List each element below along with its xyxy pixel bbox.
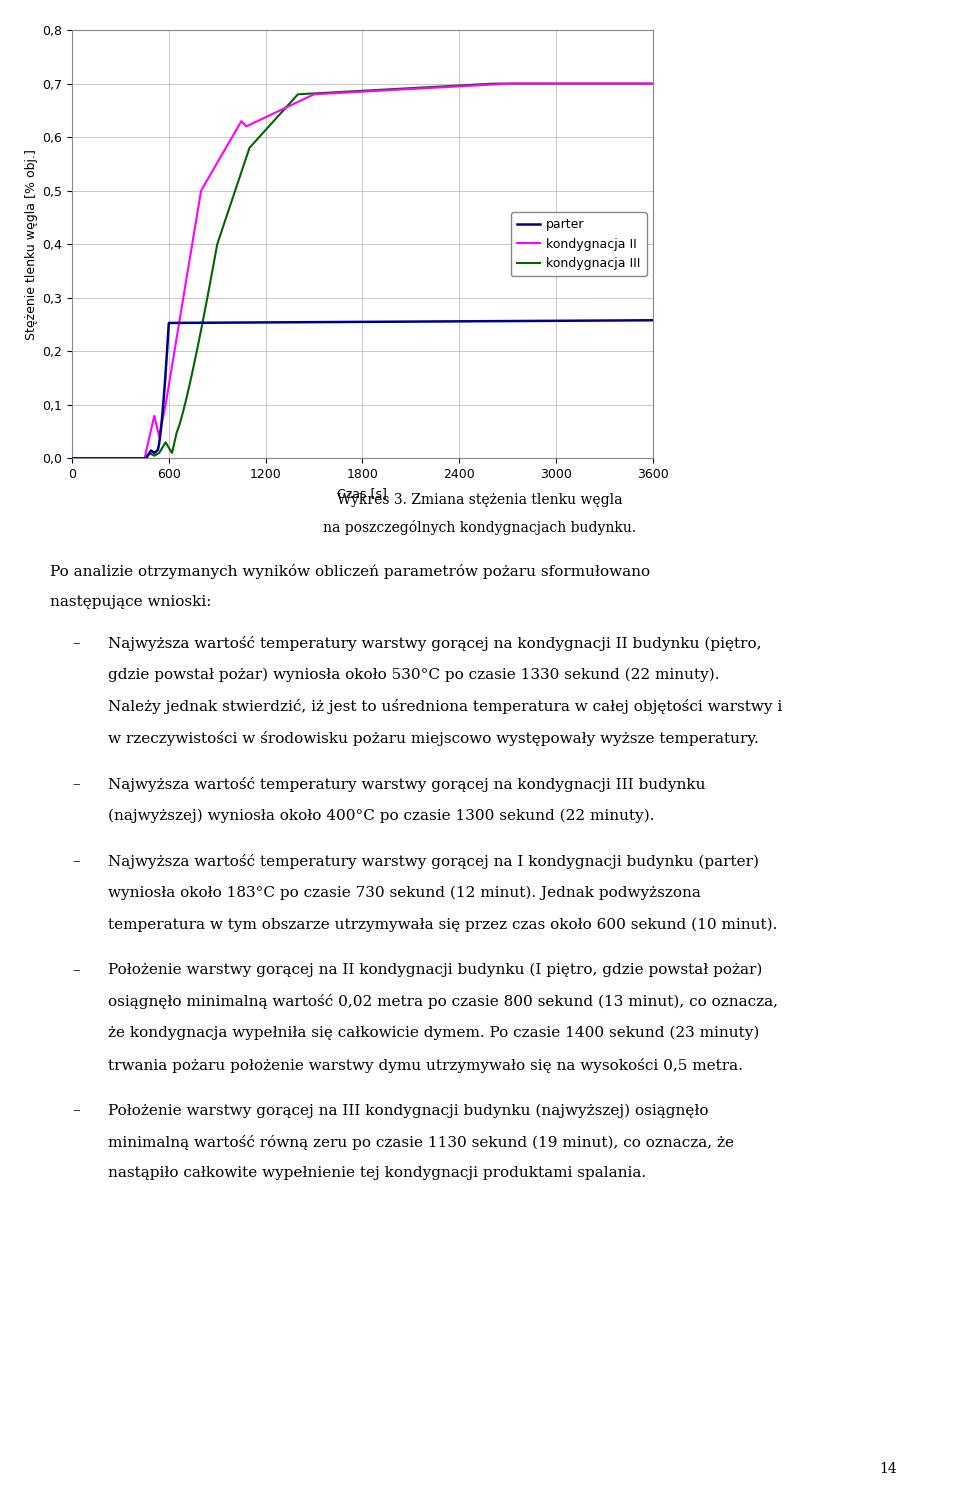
Text: –: –: [72, 636, 80, 651]
Text: osiągnęło minimalną wartość 0,02 metra po czasie 800 sekund (13 minut), co oznac: osiągnęło minimalną wartość 0,02 metra p…: [108, 995, 779, 1010]
Text: Najwyższa wartość temperatury warstwy gorącej na I kondygnacji budynku (parter): Najwyższa wartość temperatury warstwy go…: [108, 854, 759, 869]
Text: Położenie warstwy gorącej na II kondygnacji budynku (I piętro, gdzie powstał poż: Położenie warstwy gorącej na II kondygna…: [108, 963, 763, 977]
Text: następujące wnioski:: następujące wnioski:: [50, 595, 211, 609]
X-axis label: Czas [s]: Czas [s]: [338, 487, 387, 499]
Text: Najwyższa wartość temperatury warstwy gorącej na kondygnacji III budynku: Najwyższa wartość temperatury warstwy go…: [108, 777, 706, 792]
Text: minimalną wartość równą zeru po czasie 1130 sekund (19 minut), co oznacza, że: minimalną wartość równą zeru po czasie 1…: [108, 1135, 734, 1150]
Text: że kondygnacja wypełniła się całkowicie dymem. Po czasie 1400 sekund (23 minuty): że kondygnacja wypełniła się całkowicie …: [108, 1027, 760, 1040]
Text: na poszczególnych kondygnacjach budynku.: na poszczególnych kondygnacjach budynku.: [324, 520, 636, 535]
Text: Po analizie otrzymanych wyników obliczeń parametrów pożaru sformułowano: Po analizie otrzymanych wyników obliczeń…: [50, 564, 650, 579]
Text: Najwyższa wartość temperatury warstwy gorącej na kondygnacji II budynku (piętro,: Najwyższa wartość temperatury warstwy go…: [108, 636, 762, 651]
Text: trwania pożaru położenie warstwy dymu utrzymywało się na wysokości 0,5 metra.: trwania pożaru położenie warstwy dymu ut…: [108, 1058, 743, 1073]
Text: –: –: [72, 963, 80, 977]
Text: –: –: [72, 854, 80, 869]
Text: gdzie powstał pożar) wyniosła około 530°C po czasie 1330 sekund (22 minuty).: gdzie powstał pożar) wyniosła około 530°…: [108, 667, 720, 682]
Text: Wykres 3. Zmiana stężenia tlenku węgla: Wykres 3. Zmiana stężenia tlenku węgla: [337, 493, 623, 507]
Legend: parter, kondygnacja II, kondygnacja III: parter, kondygnacja II, kondygnacja III: [511, 212, 646, 277]
Text: temperatura w tym obszarze utrzymywała się przez czas około 600 sekund (10 minut: temperatura w tym obszarze utrzymywała s…: [108, 917, 778, 932]
Text: 14: 14: [879, 1462, 897, 1476]
Y-axis label: Stężenie tlenku węgla [% obj.]: Stężenie tlenku węgla [% obj.]: [25, 149, 38, 340]
Text: Położenie warstwy gorącej na III kondygnacji budynku (najwyższej) osiągnęło: Położenie warstwy gorącej na III kondygn…: [108, 1103, 709, 1118]
Text: nastąpiło całkowite wypełnienie tej kondygnacji produktami spalania.: nastąpiło całkowite wypełnienie tej kond…: [108, 1166, 647, 1180]
Text: (najwyższej) wyniosła około 400°C po czasie 1300 sekund (22 minuty).: (najwyższej) wyniosła około 400°C po cza…: [108, 809, 655, 822]
Text: Należy jednak stwierdzić, iż jest to uśredniona temperatura w całej objętości wa: Należy jednak stwierdzić, iż jest to uśr…: [108, 699, 782, 714]
Text: wyniosła około 183°C po czasie 730 sekund (12 minut). Jednak podwyższona: wyniosła około 183°C po czasie 730 sekun…: [108, 885, 702, 900]
Text: –: –: [72, 1103, 80, 1117]
Text: –: –: [72, 777, 80, 791]
Text: w rzeczywistości w środowisku pożaru miejscowo występowały wyższe temperatury.: w rzeczywistości w środowisku pożaru mie…: [108, 730, 759, 745]
